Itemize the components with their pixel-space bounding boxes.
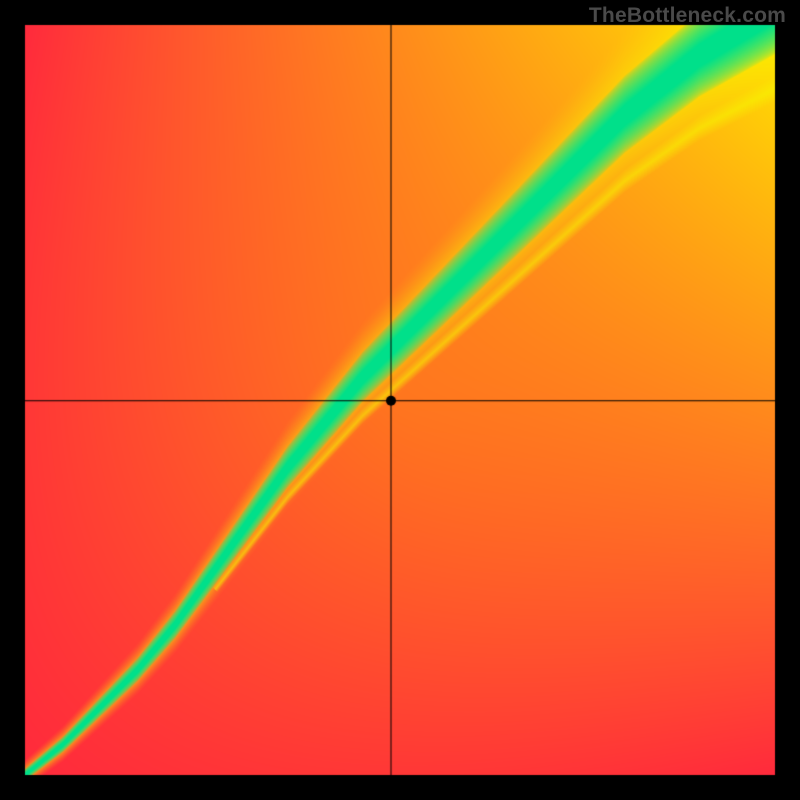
attribution-text: TheBottleneck.com (589, 4, 786, 28)
chart-container: TheBottleneck.com (0, 0, 800, 800)
heatmap-canvas (0, 0, 800, 800)
